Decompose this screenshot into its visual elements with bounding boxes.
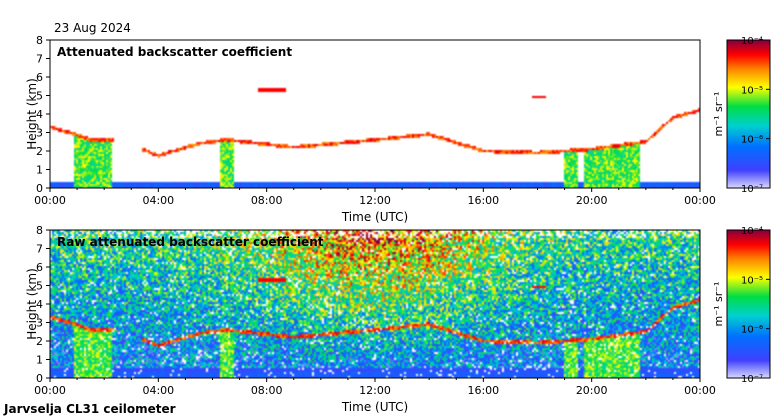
colorbar-tick-label: 10⁻⁴ [741, 36, 763, 47]
colorbar-tick-label: 10⁻⁷ [741, 184, 763, 195]
colorbar-tick-label: 10⁻⁷ [741, 374, 763, 385]
y-tick-label: 8 [36, 34, 43, 47]
panel-attenuated-heatmap [50, 40, 700, 188]
x-tick-label: 04:00 [142, 194, 174, 207]
footer-label: Jarvselja CL31 ceilometer [3, 402, 176, 416]
y-tick-label: 3 [36, 127, 43, 140]
x-tick-label: 00:00 [684, 384, 716, 397]
panel-raw-colorbar-unit: m⁻¹ sr⁻¹ [712, 282, 725, 327]
x-tick-label: 12:00 [359, 194, 391, 207]
y-tick-label: 4 [36, 108, 43, 121]
y-tick-label: 1 [36, 354, 43, 367]
x-tick-label: 04:00 [142, 384, 174, 397]
y-tick-label: 1 [36, 164, 43, 177]
panel-attenuated-y-ticks: 0 1 2 3 4 5 6 7 8 [36, 34, 50, 195]
y-tick-label: 7 [36, 53, 43, 66]
y-tick-label: 0 [36, 372, 43, 385]
x-tick-label: 20:00 [576, 384, 608, 397]
panel-raw-xlabel: Time (UTC) [341, 400, 408, 414]
x-tick-label: 00:00 [34, 194, 66, 207]
y-tick-label: 7 [36, 243, 43, 256]
colorbar-tick-label: 10⁻⁵ [741, 275, 763, 286]
panel-raw-ylabel: Height (km) [25, 268, 39, 339]
date-label: 23 Aug 2024 [54, 21, 131, 35]
y-tick-label: 8 [36, 224, 43, 237]
panel-raw-colorbar [726, 229, 771, 379]
panel-raw: Raw attenuated backscatter coefficient 0… [25, 224, 771, 414]
panel-attenuated: Attenuated backscatter coefficient 0 1 2 3 4… [25, 34, 771, 224]
panel-attenuated-xlabel: Time (UTC) [341, 210, 408, 224]
y-tick-label: 0 [36, 182, 43, 195]
y-tick-label: 5 [36, 90, 43, 103]
x-tick-label: 00:00 [684, 194, 716, 207]
x-tick-label: 16:00 [467, 194, 499, 207]
y-tick-label: 2 [36, 335, 43, 348]
y-tick-label: 6 [36, 261, 43, 274]
y-tick-label: 2 [36, 145, 43, 158]
panel-attenuated-colorbar [726, 39, 771, 189]
colorbar-tick-label: 10⁻⁶ [741, 325, 763, 336]
panel-attenuated-x-ticks: 00:00 04:00 08:00 12:00 16:00 20:00 00:00 [34, 188, 716, 207]
colorbar-tick-label: 10⁻⁴ [741, 226, 763, 237]
y-tick-label: 4 [36, 298, 43, 311]
x-tick-label: 12:00 [359, 384, 391, 397]
colorbar-tick-label: 10⁻⁶ [741, 135, 763, 146]
x-tick-label: 00:00 [34, 384, 66, 397]
y-tick-label: 3 [36, 317, 43, 330]
panel-raw-colorbar-ticks: 10⁻⁴ 10⁻⁵ 10⁻⁶ 10⁻⁷ [741, 226, 770, 385]
panel-raw-heatmap [50, 230, 700, 378]
x-tick-label: 16:00 [467, 384, 499, 397]
panel-attenuated-title: Attenuated backscatter coefficient [57, 45, 292, 59]
panel-raw-title: Raw attenuated backscatter coefficient [57, 235, 324, 249]
panel-attenuated-colorbar-ticks: 10⁻⁴ 10⁻⁵ 10⁻⁶ 10⁻⁷ [741, 36, 770, 195]
panel-attenuated-colorbar-unit: m⁻¹ sr⁻¹ [712, 92, 725, 137]
x-tick-label: 20:00 [576, 194, 608, 207]
y-tick-label: 5 [36, 280, 43, 293]
panel-raw-y-ticks: 0 1 2 3 4 5 6 7 8 [36, 224, 50, 385]
y-tick-label: 6 [36, 71, 43, 84]
panel-attenuated-ylabel: Height (km) [25, 78, 39, 149]
x-tick-label: 08:00 [251, 194, 283, 207]
colorbar-tick-label: 10⁻⁵ [741, 85, 763, 96]
panel-raw-x-ticks: 00:00 04:00 08:00 12:00 16:00 20:00 00:00 [34, 378, 716, 397]
x-tick-label: 08:00 [251, 384, 283, 397]
